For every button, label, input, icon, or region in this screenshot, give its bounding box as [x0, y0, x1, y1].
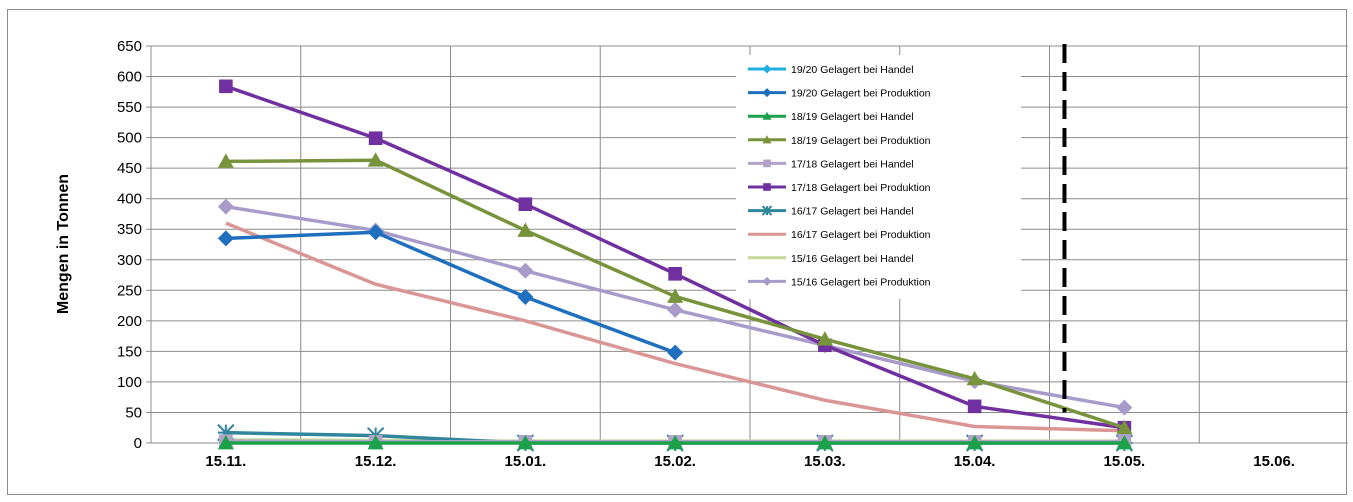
data-point	[518, 197, 533, 211]
data-point	[217, 230, 234, 247]
series-layer	[217, 44, 1134, 452]
legend-swatch-marker	[763, 183, 771, 191]
legend-label: 16/17 Gelagert bei Handel	[791, 206, 914, 218]
x-tick-label: 15.06.	[1253, 453, 1295, 470]
data-point	[217, 423, 235, 442]
data-point	[517, 435, 534, 450]
y-tick-label: 400	[117, 191, 142, 208]
y-tick-label: 250	[117, 282, 142, 299]
data-point	[517, 222, 534, 237]
legend: 19/20 Gelagert bei Handel 19/20 Gelagert …	[736, 55, 1021, 299]
data-point	[1116, 399, 1133, 416]
y-tick-label: 600	[117, 69, 142, 86]
legend-swatch-marker	[762, 111, 772, 120]
legend-label: 17/18 Gelagert bei Handel	[791, 158, 914, 170]
legend-swatch-marker	[762, 64, 772, 74]
x-tick-label: 15.11.	[205, 453, 246, 470]
legend-label: 18/19 Gelagert bei Produktion	[791, 135, 931, 147]
y-tick-label: 50	[125, 404, 142, 421]
y-tick-label: 350	[117, 221, 142, 238]
data-point	[517, 289, 534, 306]
data-point	[1116, 435, 1133, 450]
x-tick-label: 15.12.	[355, 453, 397, 470]
data-point	[217, 435, 234, 450]
legend-label: 15/16 Gelagert bei Produktion	[791, 276, 931, 288]
y-tick-label: 150	[117, 343, 142, 360]
y-tick-label: 450	[117, 160, 142, 177]
legend-swatch-marker	[761, 205, 773, 216]
legend-swatch-marker	[763, 159, 771, 168]
data-point	[966, 435, 983, 450]
data-point	[967, 399, 982, 414]
legend-label: 15/16 Gelagert bei Handel	[791, 253, 914, 265]
x-tick-label: 15.04.	[954, 453, 996, 470]
data-point	[367, 224, 384, 241]
y-tick-label: 550	[117, 99, 142, 116]
series-line	[225, 221, 1125, 433]
x-tick-label: 15.01.	[505, 453, 547, 470]
axis-layer: 0 50 100 150 200 250 300 350 400 450 500 550 600 650 1…	[117, 38, 1295, 470]
data-point	[667, 344, 684, 361]
x-tick-label: 15.05.	[1104, 453, 1146, 470]
y-tick-label: 0	[134, 435, 142, 452]
data-point	[966, 370, 983, 386]
data-point	[517, 262, 534, 279]
data-point	[219, 79, 233, 94]
legend-swatch-marker	[762, 88, 772, 98]
legend-swatch-marker	[762, 135, 772, 144]
legend-label: 19/20 Gelagert bei Produktion	[791, 88, 931, 100]
data-point	[367, 152, 384, 167]
y-tick-label: 500	[117, 130, 142, 147]
line-chart: 0 50 100 150 200 250 300 350 400 450 500 550 600 650 1…	[55, 38, 1348, 470]
legend-label: 19/20 Gelagert bei Handel	[791, 64, 914, 76]
legend-label: 18/19 Gelagert bei Handel	[791, 111, 914, 123]
y-tick-label: 300	[117, 252, 142, 269]
data-point	[367, 435, 384, 450]
data-point	[816, 435, 833, 450]
data-point	[368, 131, 383, 146]
data-point	[1116, 419, 1133, 435]
chart-frame: 0 50 100 150 200 250 300 350 400 450 500 550 600 650 1…	[7, 9, 1348, 495]
y-axis-title: Mengen in Tonnen	[55, 174, 72, 314]
x-tick-label: 15.03.	[804, 453, 846, 470]
data-point	[667, 301, 684, 318]
data-point	[667, 435, 684, 450]
data-point	[667, 288, 684, 303]
data-point	[217, 153, 234, 168]
y-tick-label: 650	[117, 38, 142, 55]
series-line	[225, 230, 676, 355]
legend-swatch-marker	[762, 276, 772, 286]
y-tick-label: 200	[117, 313, 142, 330]
y-tick-label: 100	[117, 374, 142, 391]
x-tick-label: 15.02.	[654, 453, 696, 470]
data-point	[668, 267, 682, 281]
data-point	[816, 331, 833, 346]
data-point	[217, 198, 234, 215]
legend-label: 16/17 Gelagert bei Produktion	[791, 229, 931, 241]
legend-label: 17/18 Gelagert bei Produktion	[791, 182, 931, 194]
